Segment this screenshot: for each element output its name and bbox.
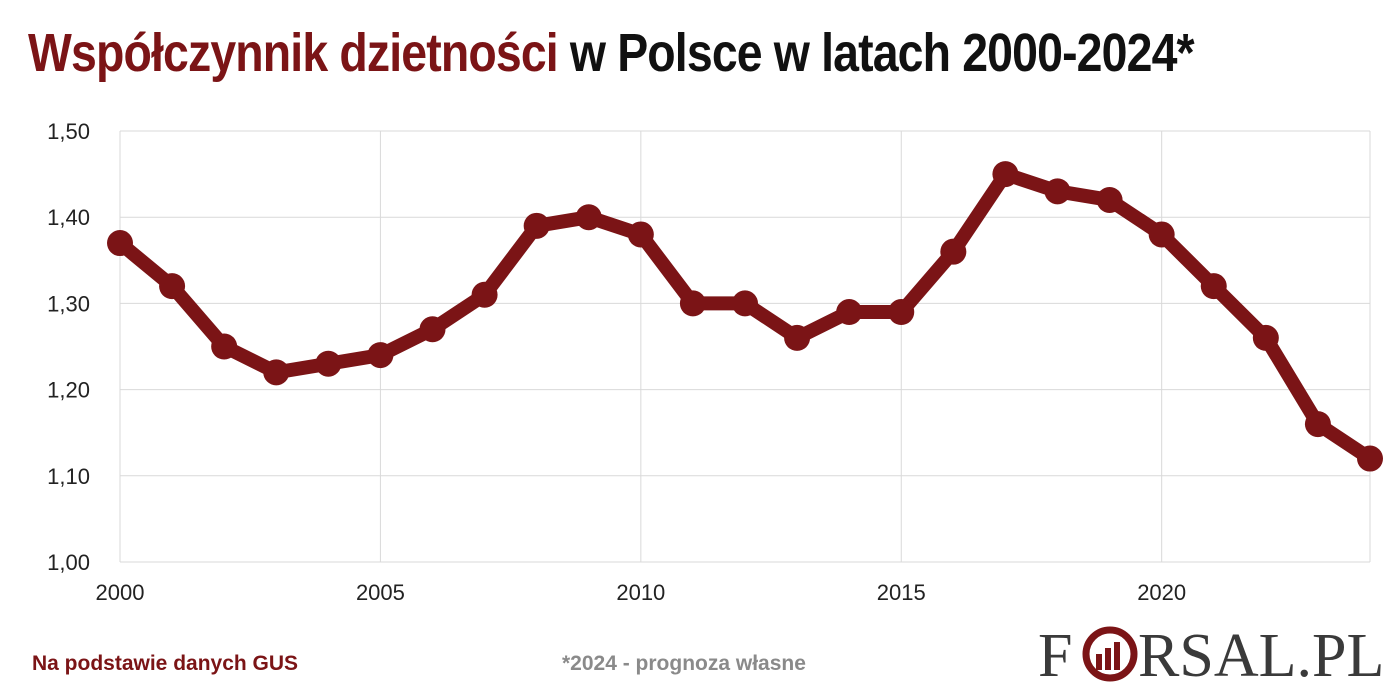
y-tick-label: 1,10 — [47, 464, 90, 489]
data-point — [992, 161, 1019, 188]
forsal-logo: F RSAL.PL — [1038, 622, 1382, 690]
data-point — [1357, 445, 1383, 472]
y-tick-label: 1,40 — [47, 205, 90, 230]
title-rest: w Polsce w latach 2000-2024* — [557, 23, 1195, 83]
bar-chart-in-circle-icon — [1082, 626, 1138, 682]
data-point — [784, 324, 811, 351]
data-point — [575, 204, 602, 231]
y-tick-label: 1,00 — [47, 550, 90, 575]
data-point — [1200, 273, 1227, 300]
forecast-note: *2024 - prognoza własne — [562, 652, 806, 675]
x-tick-label: 2020 — [1137, 580, 1186, 605]
data-point — [159, 273, 186, 300]
x-tick-label: 2000 — [96, 580, 145, 605]
data-point — [1096, 186, 1123, 213]
data-point — [263, 359, 290, 386]
grid-layer — [119, 130, 1371, 563]
data-point — [836, 299, 863, 326]
x-tick-label: 2015 — [877, 580, 926, 605]
data-point — [471, 281, 498, 308]
x-tick-label: 2005 — [356, 580, 405, 605]
data-point — [888, 299, 915, 326]
data-point — [1148, 221, 1175, 248]
axis-layer: 1,00 1,10 1,20 1,30 1,40 1,50 2000 2005 2010 2015… — [47, 119, 1186, 605]
data-point — [107, 230, 133, 257]
data-point — [1304, 411, 1331, 438]
data-point — [523, 212, 550, 239]
logo-rest: RSAL.PL — [1138, 622, 1382, 690]
logo-letter-f: F — [1038, 622, 1072, 690]
data-point — [367, 342, 394, 369]
y-tick-label: 1,20 — [47, 378, 90, 403]
y-tick-label: 1,50 — [47, 119, 90, 144]
data-point — [732, 290, 758, 317]
source-note: Na podstawie danych GUS — [32, 652, 299, 675]
page-title: Współczynnik dzietności w Polsce w latac… — [28, 22, 1195, 84]
data-point — [419, 316, 446, 343]
data-point — [315, 350, 342, 377]
series-layer — [107, 161, 1383, 472]
data-point — [679, 290, 706, 317]
data-point — [1044, 178, 1071, 205]
y-tick-label: 1,30 — [47, 291, 90, 316]
data-point — [940, 238, 967, 265]
title-accent: Współczynnik dzietności — [28, 23, 559, 83]
x-tick-label: 2010 — [616, 580, 665, 605]
data-point — [211, 333, 238, 360]
data-point — [627, 221, 654, 248]
data-point — [1252, 324, 1279, 351]
